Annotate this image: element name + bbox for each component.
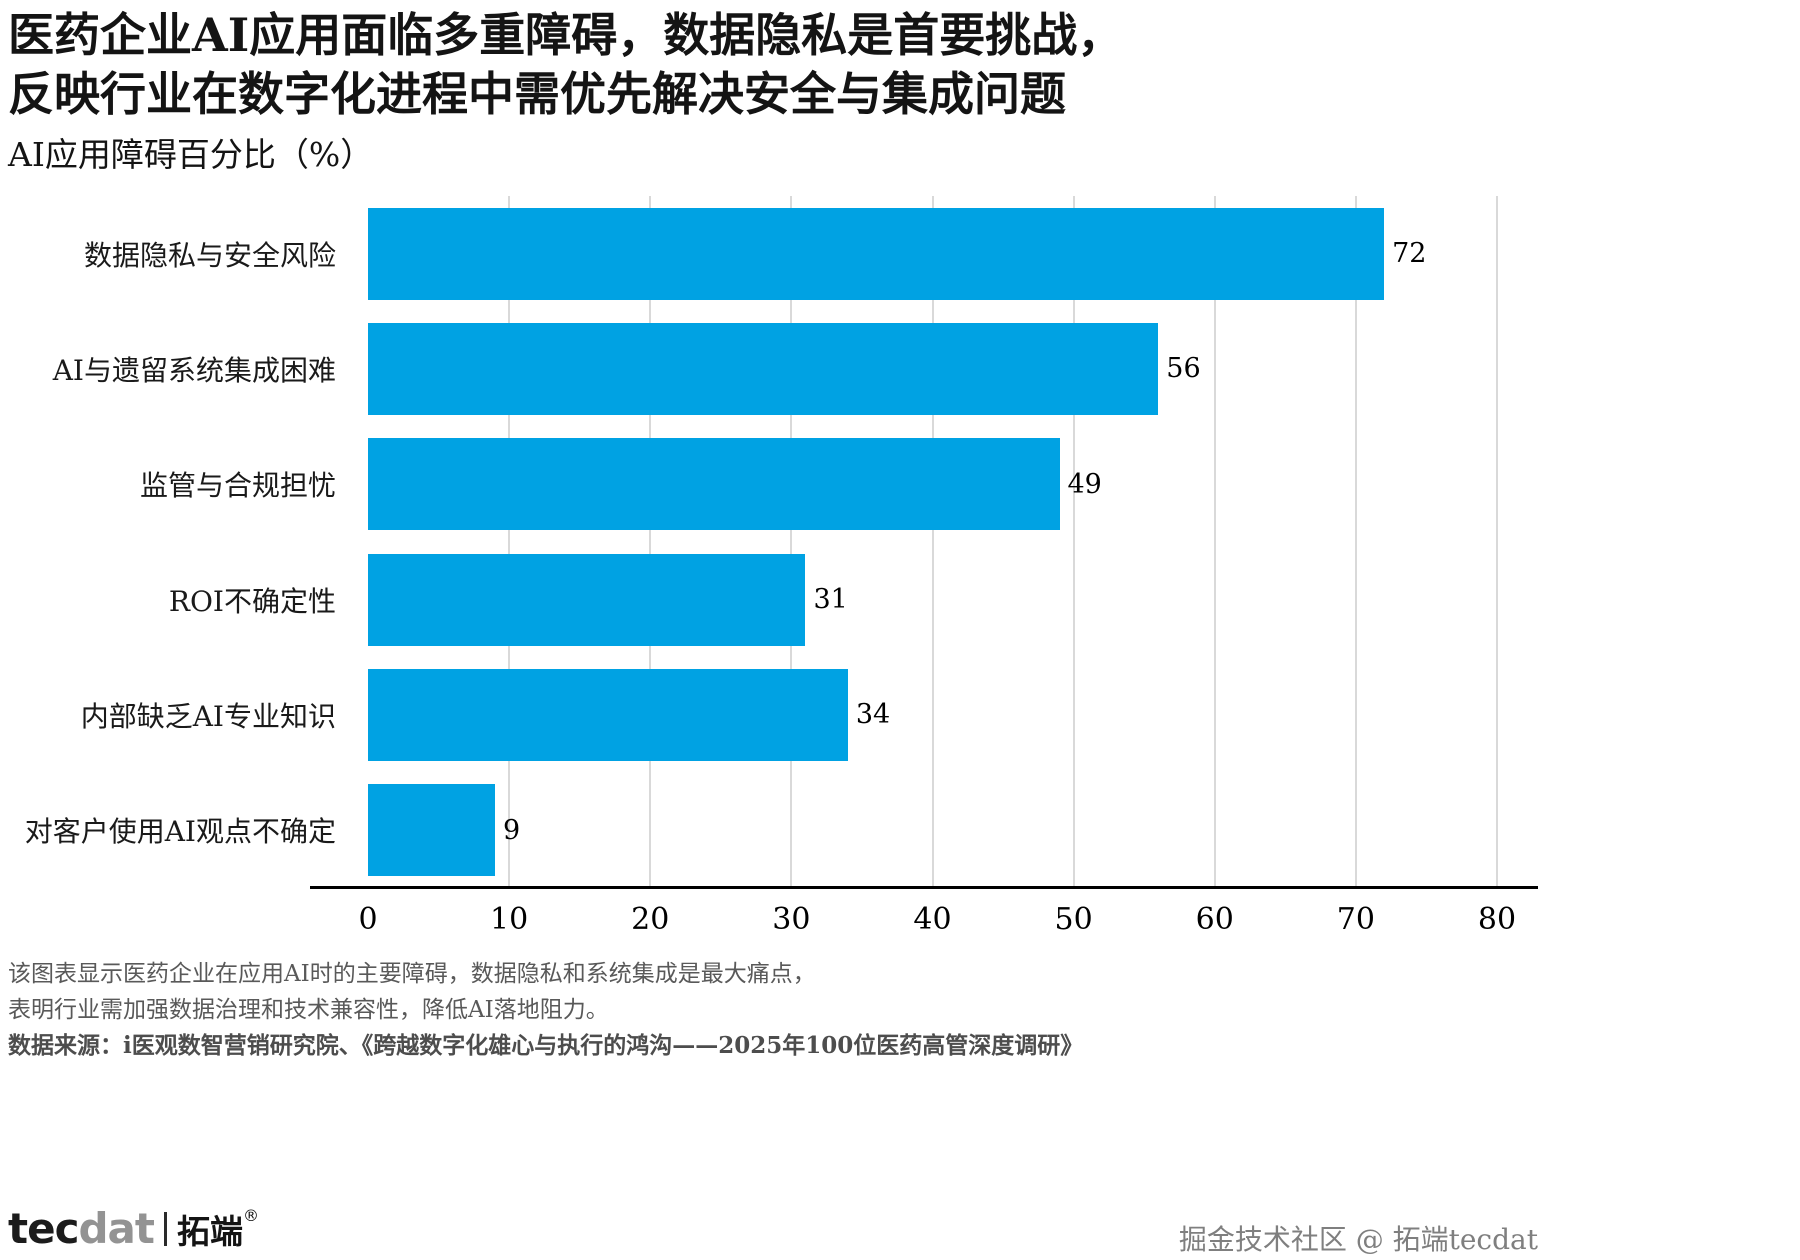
category-label: 内部缺乏AI专业知识 <box>80 699 336 733</box>
footnote-line-1: 该图表显示医药企业在应用AI时的主要障碍，数据隐私和系统集成是最大痛点， <box>8 961 816 987</box>
x-axis-tick-labels: 0 10 20 30 40 50 60 70 80 <box>358 902 1532 944</box>
category-label: 数据隐私与安全风险 <box>83 238 336 272</box>
logo-text-dat: dat <box>78 1204 154 1253</box>
x-tick-label: 70 <box>1336 902 1375 937</box>
x-axis-line <box>310 886 1538 889</box>
bar-series: 72 56 49 31 34 9 <box>368 196 1532 888</box>
logo-text-tec: tec <box>8 1204 79 1253</box>
logo-text-cn: 拓端 <box>176 1211 243 1251</box>
bar-value-label: 9 <box>503 814 521 846</box>
tecdat-logo: tec dat 拓端 ® <box>8 1204 259 1253</box>
x-tick-label: 0 <box>358 902 378 937</box>
x-tick-label: 40 <box>913 902 952 937</box>
bar <box>368 322 1159 415</box>
bar <box>368 553 806 646</box>
bar-value-label: 56 <box>1166 353 1201 385</box>
footnote-line-2: 表明行业需加强数据治理和技术兼容性，降低AI落地阻力。 <box>8 997 609 1023</box>
gridline <box>931 196 934 888</box>
x-tick-label: 50 <box>1054 902 1093 937</box>
category-label: 对客户使用AI观点不确定 <box>24 815 336 849</box>
bar <box>368 784 495 877</box>
x-tick-label: 60 <box>1195 902 1234 937</box>
footnote: 该图表显示医药企业在应用AI时的主要障碍，数据隐私和系统集成是最大痛点， 表明行… <box>8 956 1083 1064</box>
x-tick-label: 20 <box>631 902 670 937</box>
gridline <box>1072 196 1075 888</box>
bar <box>368 668 848 761</box>
bar-row: 31 <box>368 542 1532 657</box>
bar-value-label: 34 <box>855 699 891 731</box>
bar-value-label: 49 <box>1067 468 1102 500</box>
bar-row: 49 <box>368 427 1532 542</box>
gridline <box>790 196 793 888</box>
category-label: ROI不确定性 <box>168 584 336 618</box>
chart-subtitle: AI应用障碍百分比（%） <box>8 135 374 174</box>
x-tick-label: 30 <box>772 902 811 937</box>
category-labels: 数据隐私与安全风险 AI与遗留系统集成困难监管与合规担忧 ROI不确定性内部缺乏AI… <box>0 196 352 888</box>
bar-value-label: 31 <box>813 584 848 616</box>
watermark: 掘金技术社区 @ 拓端tecdat <box>1178 1223 1538 1256</box>
bar-row: 34 <box>368 657 1532 772</box>
logo-divider <box>163 1211 167 1246</box>
bar-row: 56 <box>368 311 1532 426</box>
title-line-1: 医药企业AI应用面临多重障碍，数据隐私是首要挑战， <box>8 8 1124 62</box>
x-tick-label: 10 <box>490 902 529 937</box>
plot-area: 72 56 49 31 34 9 <box>368 196 1532 888</box>
bar-value-label: 72 <box>1392 238 1427 270</box>
gridline <box>1213 196 1216 888</box>
x-tick-label: 80 <box>1477 902 1517 937</box>
bar-row: 9 <box>368 773 1532 888</box>
gridline <box>649 196 652 888</box>
gridline <box>508 196 511 888</box>
registered-mark: ® <box>242 1206 259 1225</box>
gridline <box>1354 196 1357 888</box>
bar <box>368 438 1060 531</box>
bar-row: 72 <box>368 196 1532 311</box>
gridline <box>1496 196 1498 888</box>
data-source: 数据来源：i医观数智营销研究院、《跨越数字化雄心与执行的鸿沟——2025年100… <box>8 1032 1084 1059</box>
title-line-2: 反映行业在数字化进程中需优先解决安全与集成问题 <box>8 66 1066 121</box>
chart-title: 医药企业AI应用面临多重障碍，数据隐私是首要挑战， 反映行业在数字化进程中需优先… <box>8 6 1123 124</box>
category-label: 监管与合规担忧 <box>139 469 336 503</box>
category-label: AI与遗留系统集成困难 <box>52 353 336 387</box>
bar <box>368 207 1385 300</box>
